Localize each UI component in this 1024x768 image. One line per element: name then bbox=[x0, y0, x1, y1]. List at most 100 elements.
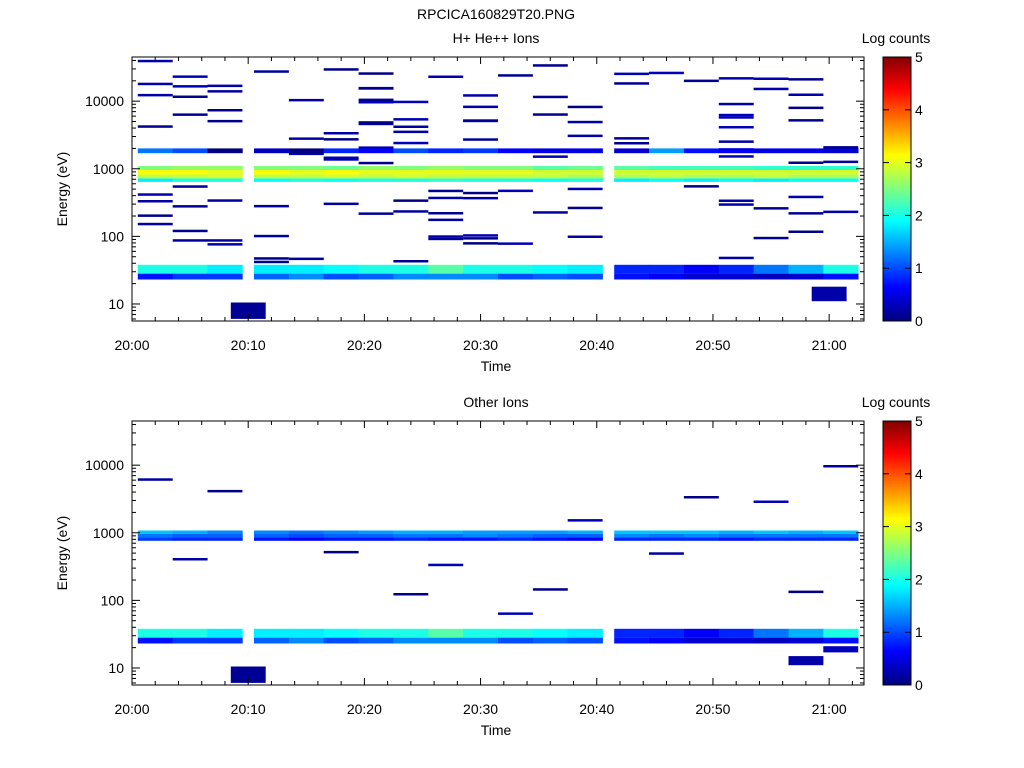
sparse-bin bbox=[463, 237, 498, 240]
colorbar-swatch bbox=[883, 65, 911, 68]
colorbar-swatch bbox=[883, 491, 911, 494]
colorbar-swatch bbox=[883, 107, 911, 110]
sparse-bin bbox=[358, 122, 394, 126]
heatmap-cell bbox=[498, 174, 534, 179]
heatmap-cell bbox=[463, 530, 499, 534]
heatmap-cell bbox=[463, 166, 499, 170]
colorbar-swatch bbox=[883, 623, 911, 626]
colorbar-swatch bbox=[883, 211, 911, 214]
heatmap-cell bbox=[254, 628, 290, 638]
heatmap-cell bbox=[614, 174, 650, 179]
sparse-bin bbox=[207, 109, 243, 112]
heatmap-cell bbox=[172, 166, 208, 170]
heatmap-cell bbox=[823, 637, 859, 644]
heatmap-cells bbox=[137, 59, 859, 319]
heatmap-cell bbox=[649, 178, 685, 182]
colorbar-swatch bbox=[883, 139, 911, 142]
sparse-bin bbox=[788, 93, 824, 96]
heatmap-cell bbox=[753, 530, 789, 534]
sparse-bin bbox=[532, 64, 568, 67]
heatmap-cell bbox=[207, 273, 243, 280]
colorbar-swatch bbox=[883, 299, 911, 302]
sparse-bin bbox=[614, 82, 650, 85]
heatmap-cell bbox=[718, 534, 754, 538]
heatmap-cell bbox=[649, 530, 685, 534]
sparse-bin bbox=[172, 229, 208, 233]
panel-h-he-ions: H+ He++ Ions 20:00 20:10 20:20 20:30 20:40 20… bbox=[54, 30, 930, 374]
sparse-bin bbox=[137, 125, 173, 128]
colorbar-swatch bbox=[883, 461, 911, 464]
sparse-bin bbox=[788, 230, 824, 233]
heatmap-cell bbox=[463, 264, 499, 274]
heatmap-cell bbox=[649, 537, 685, 541]
colorbar-swatch bbox=[883, 441, 911, 444]
heatmap-cell bbox=[207, 264, 243, 274]
sparse-bin bbox=[207, 489, 243, 493]
colorbar-swatch bbox=[883, 115, 911, 118]
colorbar-swatch bbox=[883, 659, 911, 662]
colorbar-swatch bbox=[883, 449, 911, 452]
colorbar-swatch bbox=[883, 585, 911, 588]
heatmap-cell bbox=[254, 530, 290, 534]
sparse-bin bbox=[137, 478, 173, 481]
colorbar-swatch bbox=[883, 231, 911, 234]
sparse-bin bbox=[753, 77, 789, 80]
colorbar-swatch bbox=[883, 447, 911, 450]
sparse-bin bbox=[567, 187, 603, 191]
colorbar-swatch bbox=[883, 89, 911, 92]
sparse-bin bbox=[753, 500, 789, 503]
heatmap-cell bbox=[207, 148, 243, 154]
colorbar-swatch bbox=[883, 565, 911, 568]
colorbar-swatch bbox=[883, 683, 911, 686]
colorbar-tick-label: 0 bbox=[915, 313, 923, 329]
heatmap-cell bbox=[614, 178, 650, 182]
colorbar-tick-label: 5 bbox=[915, 49, 923, 65]
heatmap-cell bbox=[788, 530, 824, 534]
sparse-bin bbox=[463, 196, 498, 200]
heatmap-cell bbox=[358, 537, 394, 541]
colorbar-swatch bbox=[883, 239, 911, 242]
colorbar-swatch bbox=[883, 459, 911, 462]
colorbar-swatch bbox=[883, 483, 911, 486]
sparse-bin bbox=[288, 257, 324, 261]
colorbar-swatch bbox=[883, 579, 911, 582]
sparse-bin bbox=[323, 202, 359, 206]
sparse-bin bbox=[463, 119, 498, 122]
colorbar-swatch bbox=[883, 207, 911, 210]
heatmap-cell bbox=[718, 148, 754, 154]
sparse-bin bbox=[323, 156, 359, 159]
colorbar-swatch bbox=[883, 435, 911, 438]
heatmap-cell bbox=[788, 170, 824, 175]
colorbar-swatch bbox=[883, 593, 911, 596]
heatmap-cell bbox=[567, 148, 603, 154]
colorbar-swatch bbox=[883, 95, 911, 98]
colorbar-swatch bbox=[883, 437, 911, 440]
colorbar-swatch bbox=[883, 455, 911, 458]
colorbar-tick-label: 2 bbox=[915, 207, 923, 223]
colorbar-tick-label: 0 bbox=[915, 677, 923, 693]
colorbar-swatch bbox=[883, 629, 911, 632]
colorbar-swatch bbox=[883, 109, 911, 112]
heatmap-cell bbox=[614, 273, 650, 280]
sparse-bin bbox=[567, 120, 603, 124]
sparse-bin bbox=[172, 113, 208, 116]
sparse-bin bbox=[428, 189, 464, 193]
page-title: RPCICA160829T20.PNG bbox=[417, 6, 575, 22]
colorbar-swatch bbox=[883, 289, 911, 292]
heatmap-cell bbox=[788, 534, 824, 538]
heatmap-cell bbox=[207, 534, 243, 538]
heatmap-cell bbox=[718, 264, 754, 274]
heatmap-cell bbox=[393, 628, 429, 638]
heatmap-cell bbox=[207, 170, 243, 175]
colorbar-swatch bbox=[883, 221, 911, 224]
heatmap-cell bbox=[137, 530, 173, 534]
heatmap-cell bbox=[718, 174, 754, 179]
heatmap-cell bbox=[172, 530, 208, 534]
sparse-bin bbox=[532, 95, 568, 99]
heatmap-cell bbox=[254, 148, 290, 154]
heatmap-cell bbox=[567, 637, 603, 644]
heatmap-cell bbox=[254, 637, 290, 644]
colorbar-swatch bbox=[883, 285, 911, 288]
colorbar-swatch bbox=[883, 169, 911, 172]
